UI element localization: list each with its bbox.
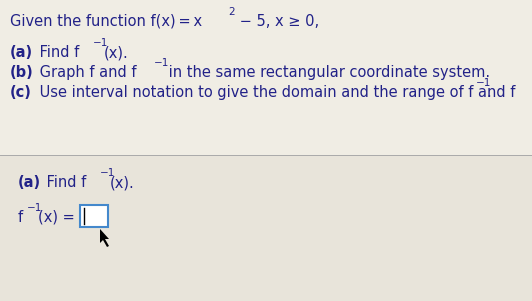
Bar	[0, 155, 532, 301]
Text: −1: −1	[476, 78, 492, 88]
Text: − 5, x ≥ 0,: − 5, x ≥ 0,	[235, 14, 319, 29]
Text: in the same rectangular coordinate system.: in the same rectangular coordinate syste…	[164, 65, 490, 80]
Text: Find f: Find f	[35, 45, 79, 60]
Text: (c): (c)	[10, 85, 32, 100]
Text: (a): (a)	[10, 45, 33, 60]
Text: −1: −1	[27, 203, 43, 213]
Text: Use interval notation to give the domain and the range of f and f: Use interval notation to give the domain…	[35, 85, 516, 100]
Text: Find f: Find f	[42, 175, 86, 190]
Text: (a): (a)	[18, 175, 41, 190]
Text: −1: −1	[100, 168, 115, 178]
Text: −1: −1	[154, 58, 169, 68]
Polygon shape	[100, 229, 109, 247]
Text: f: f	[18, 210, 23, 225]
Text: (x).: (x).	[104, 45, 129, 60]
Text: Graph f and f: Graph f and f	[35, 65, 137, 80]
Text: .: .	[486, 85, 491, 100]
Bar	[80, 205, 108, 227]
Text: 2: 2	[228, 7, 235, 17]
Text: −1: −1	[93, 38, 109, 48]
Text: Given the function f(x) = x: Given the function f(x) = x	[10, 14, 202, 29]
Text: (x).: (x).	[110, 175, 135, 190]
Text: (x) =: (x) =	[38, 210, 75, 225]
Text: (b): (b)	[10, 65, 34, 80]
